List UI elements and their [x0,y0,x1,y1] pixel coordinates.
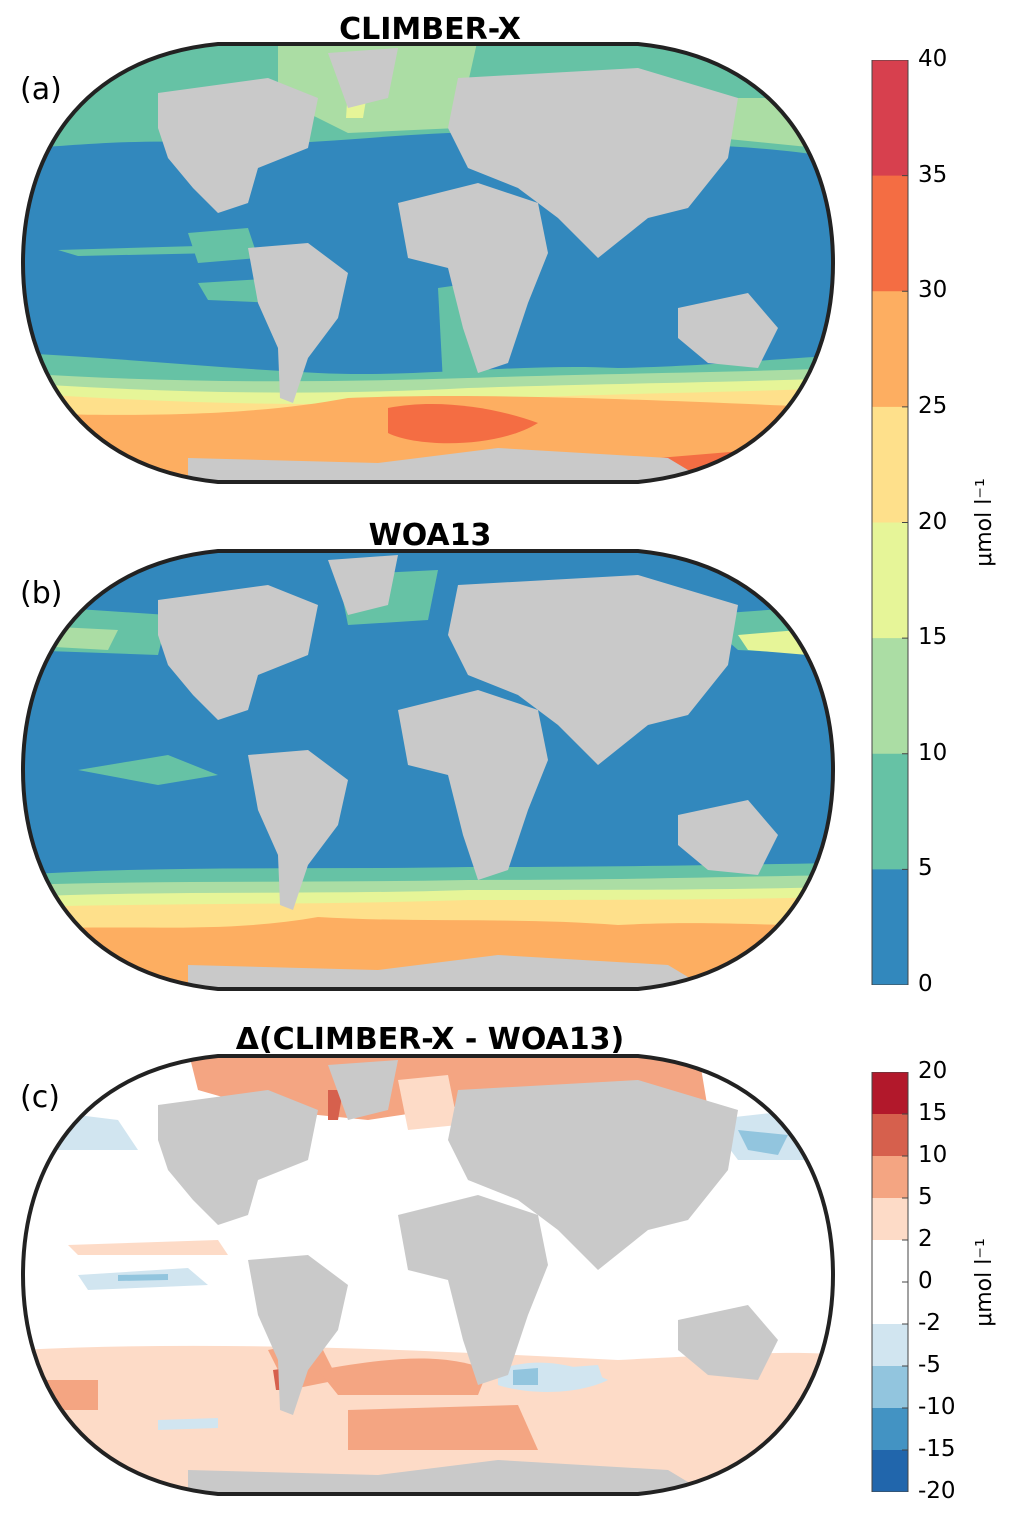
colorbar-top-tick-label: 0 [918,971,933,997]
colorbar-bottom-swatch [872,1114,908,1157]
panel-a-label: (a) [20,72,62,107]
map-a [20,42,836,484]
colorbar-top-swatch [872,291,908,408]
colorbar-top-swatch [872,869,908,985]
colorbar-bottom-swatch [872,1072,908,1115]
colorbar-bottom-tick-label: 15 [918,1100,948,1126]
colorbar-bottom-swatch [872,1198,908,1241]
colorbar-bottom-swatch [872,1450,908,1492]
panel-c-title: Δ(CLIMBER-X - WOA13) [235,1022,625,1057]
colorbar-top-tick-label: 15 [918,624,948,651]
colorbar-top-swatch [872,60,908,177]
map-c [20,1054,836,1496]
colorbar-top-tick-label: 40 [918,46,948,72]
colorbar-top-tick-label: 5 [918,855,933,882]
colorbar-top-swatch [872,753,908,870]
colorbar-top-unit: μmol l⁻¹ [971,478,997,567]
map-b [20,549,836,991]
colorbar-bottom-tick-label: -15 [918,1436,956,1462]
colorbar-bottom-swatch [872,1324,908,1367]
colorbar-top-swatch [872,638,908,755]
panel-b-title: WOA13 [368,518,492,553]
colorbar-bottom-tick-label: -10 [918,1394,956,1420]
colorbar-top-tick-label: 10 [918,739,948,766]
colorbar-top-tick-label: 30 [918,277,948,304]
colorbar-bottom-tick-label: -2 [918,1310,941,1336]
colorbar-top-tick-label: 20 [918,508,948,535]
colorbar-top-tick-label: 35 [918,161,948,188]
colorbar-bottom-swatch [872,1408,908,1451]
colorbar-top [871,60,909,985]
colorbar-bottom [871,1072,909,1492]
colorbar-bottom-tick-label: -20 [918,1478,956,1504]
colorbar-bottom-tick-label: 10 [918,1142,948,1168]
colorbar-bottom-tick-label: 2 [918,1226,933,1252]
colorbar-bottom-swatch [872,1156,908,1199]
colorbar-bottom-swatch [872,1366,908,1409]
colorbar-bottom-swatch [872,1282,908,1325]
colorbar-bottom-tick-label: -5 [918,1352,941,1378]
panel-c-label: (c) [20,1080,60,1115]
colorbar-bottom-unit: μmol l⁻¹ [971,1238,997,1327]
colorbar-top-swatch [872,406,908,523]
colorbar-top-swatch [872,522,908,639]
colorbar-top-tick-label: 25 [918,392,948,419]
panel-b-label: (b) [20,576,63,611]
colorbar-bottom-tick-label: 0 [918,1268,933,1294]
colorbar-top-swatch [872,175,908,292]
colorbar-bottom-tick-label: 5 [918,1184,933,1210]
panel-a-title: CLIMBER-X [339,12,521,47]
colorbar-bottom-tick-label: 20 [918,1058,948,1084]
colorbar-bottom-swatch [872,1240,908,1283]
